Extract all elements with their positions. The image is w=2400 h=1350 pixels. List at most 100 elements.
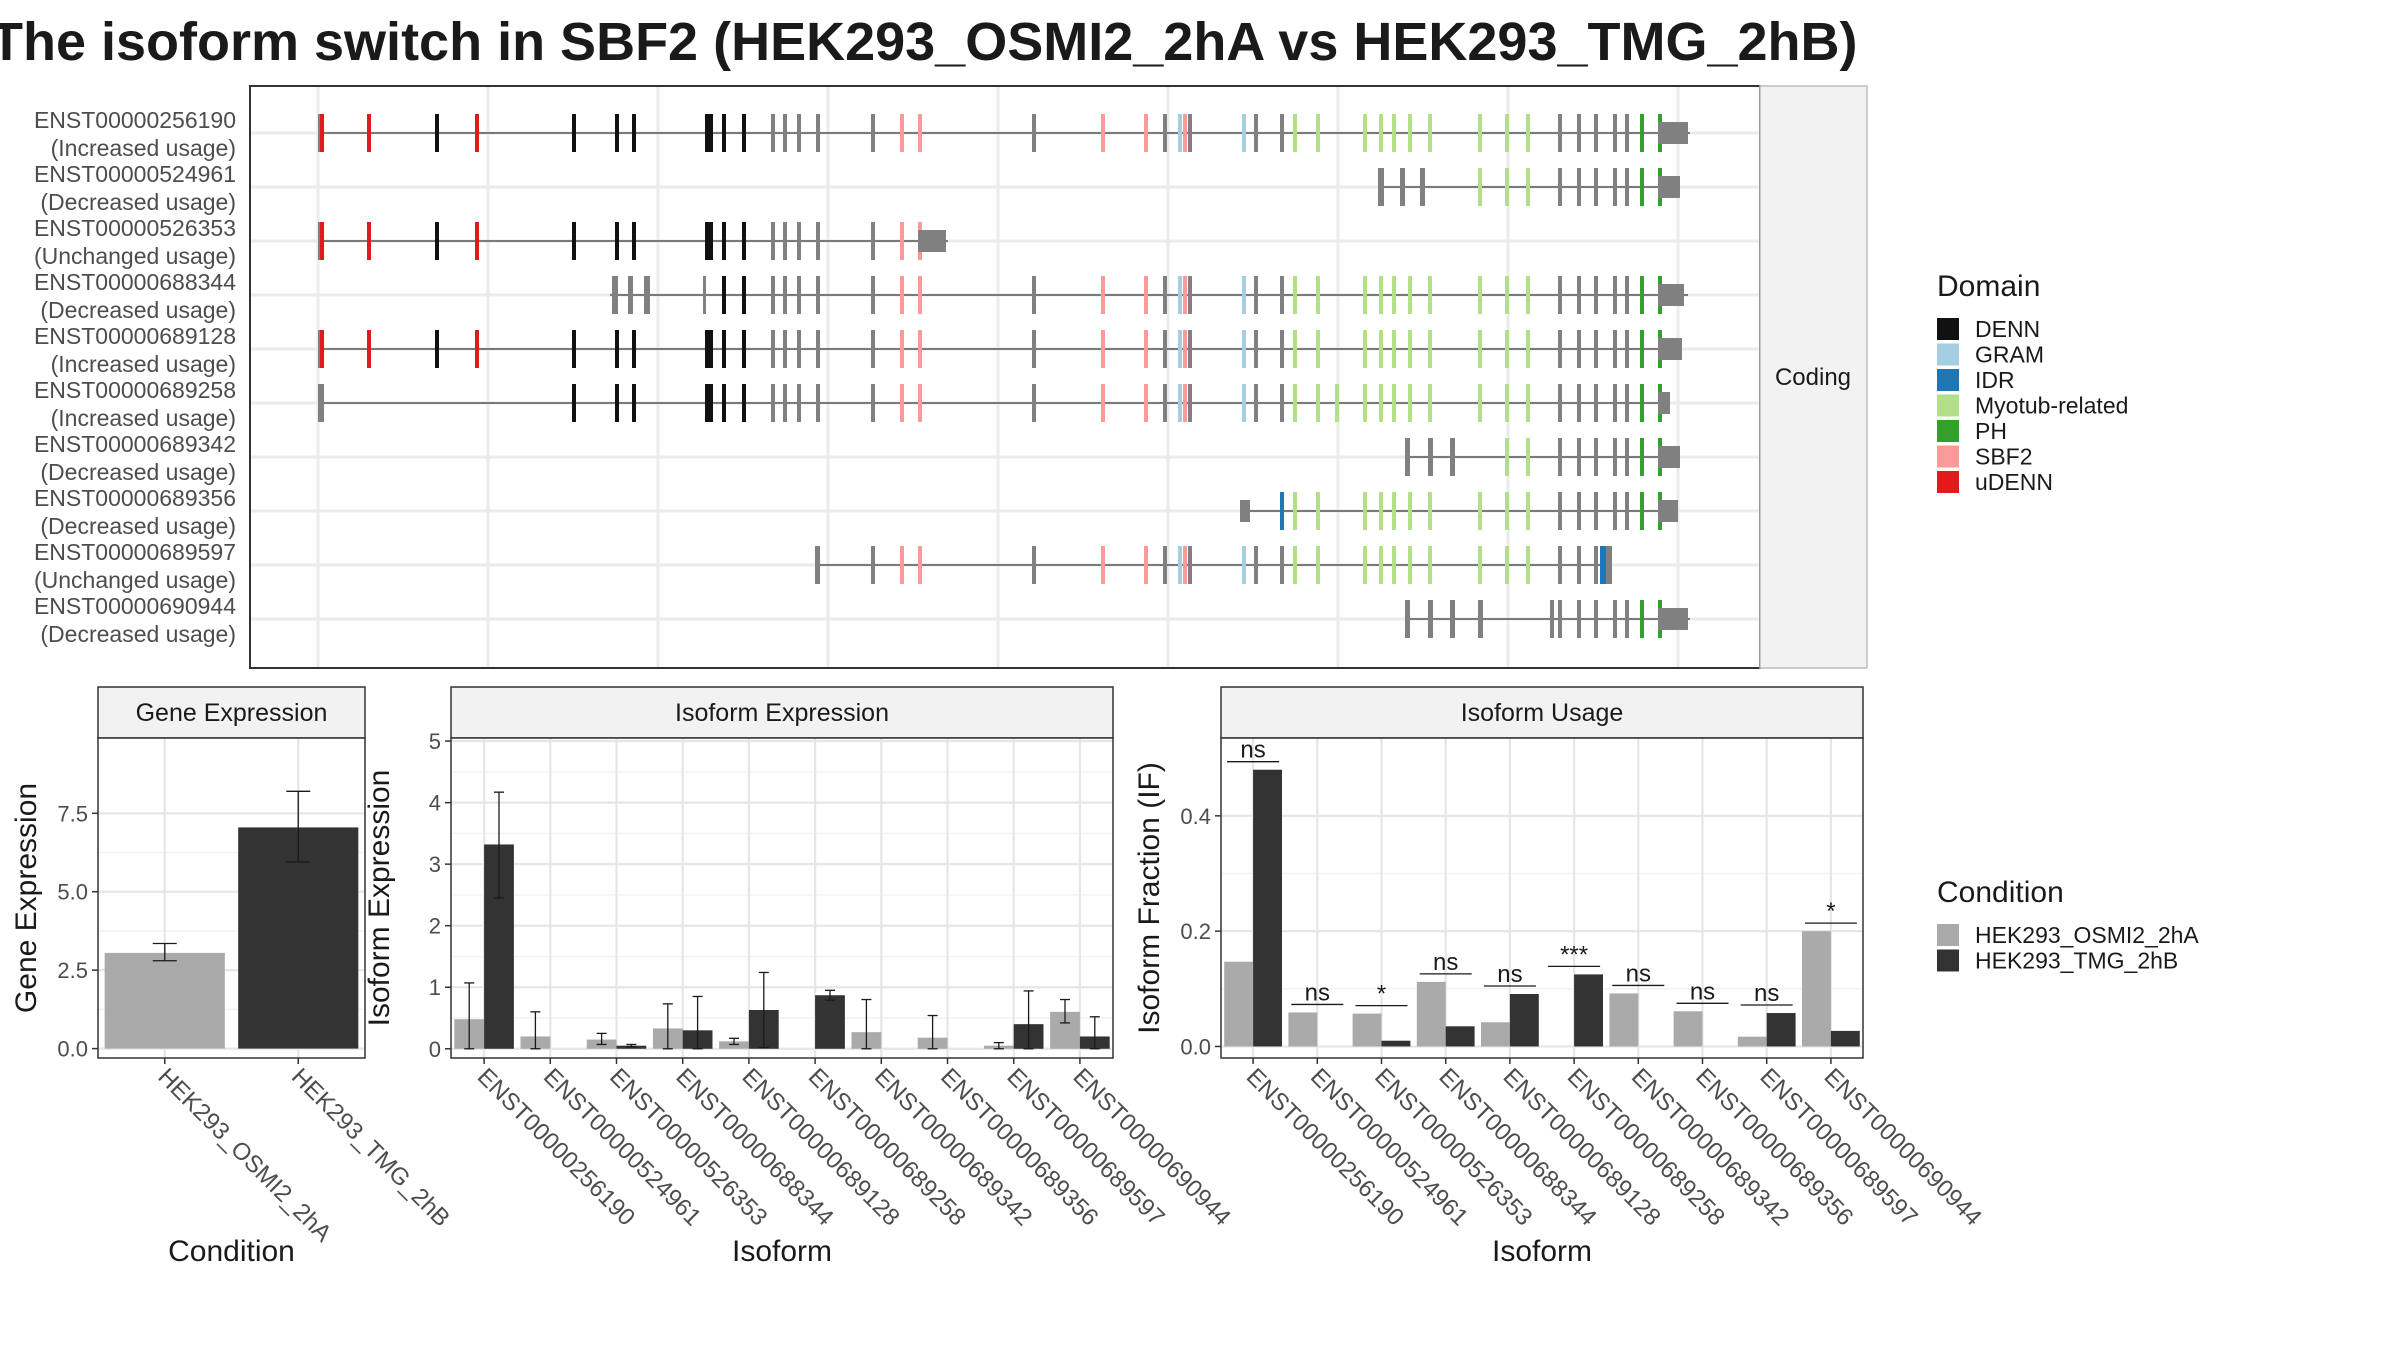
- exon-block: [1505, 168, 1509, 206]
- exon-block: [1640, 492, 1644, 530]
- exon-block: [705, 330, 709, 368]
- exon-block: [1505, 384, 1509, 422]
- domain-legend-key: [1937, 394, 1959, 417]
- exon-block: [475, 330, 479, 368]
- exon-block: [1625, 438, 1629, 476]
- exon-block: [1392, 276, 1396, 314]
- exon-block: [1183, 546, 1187, 584]
- exon-block: [703, 276, 706, 314]
- bar: [1416, 981, 1446, 1047]
- exon-block: [632, 114, 636, 152]
- bar: [1609, 993, 1639, 1047]
- exon-block: [1144, 330, 1148, 368]
- exon-block: [1577, 330, 1581, 368]
- exon-block: [1032, 114, 1036, 152]
- exon-block: [1405, 600, 1410, 638]
- bar: [1509, 994, 1539, 1047]
- panel-title: Isoform Usage: [1461, 699, 1624, 727]
- exon-block: [1032, 384, 1036, 422]
- exon-block: [1144, 276, 1148, 314]
- exon-block: [1144, 384, 1148, 422]
- exon-block: [1478, 384, 1482, 422]
- exon-block: [918, 546, 922, 584]
- exon-block: [1658, 338, 1682, 360]
- exon-block: [1280, 384, 1284, 422]
- exon-block: [1183, 114, 1187, 152]
- y-tick-label: 0: [429, 1037, 441, 1062]
- y-axis-title: Isoform Expression: [363, 770, 396, 1027]
- exon-block: [1658, 176, 1680, 198]
- y-tick-label: 5.0: [57, 880, 88, 905]
- exon-block: [1478, 546, 1482, 584]
- exon-block: [632, 222, 636, 260]
- y-tick-label: 5: [429, 729, 441, 754]
- panel-strip: [1220, 686, 1864, 739]
- exon-block: [1408, 276, 1412, 314]
- exon-block: [1254, 114, 1258, 152]
- exon-block: [918, 384, 922, 422]
- exon-block: [742, 384, 746, 422]
- isoform-usage-label: (Decreased usage): [40, 513, 236, 539]
- domain-legend-key: [1937, 343, 1959, 366]
- exon-block: [900, 222, 904, 260]
- exon-block: [1594, 330, 1598, 368]
- exon-block: [1254, 330, 1258, 368]
- exon-block: [709, 114, 713, 152]
- exon-block: [1558, 168, 1562, 206]
- isoform-id-label: ENST00000690944: [34, 593, 236, 619]
- structure-strip-label: Coding: [1775, 364, 1851, 391]
- exon-block: [797, 330, 801, 368]
- exon-block: [1558, 276, 1562, 314]
- exon-block: [572, 114, 576, 152]
- exon-block: [1594, 546, 1598, 584]
- bar: [1224, 961, 1254, 1047]
- exon-block: [1183, 276, 1187, 314]
- exon-block: [900, 546, 904, 584]
- isoform-id-label: ENST00000689128: [34, 323, 236, 349]
- bar: [1352, 1013, 1382, 1047]
- exon-block: [900, 114, 904, 152]
- exon-block: [1316, 492, 1320, 530]
- bar: [815, 995, 845, 1049]
- exon-block: [1478, 492, 1482, 530]
- exon-block: [615, 114, 619, 152]
- exon-block: [1178, 546, 1182, 584]
- bar: [104, 952, 225, 1049]
- exon-block: [1640, 600, 1644, 638]
- exon-block: [1101, 114, 1105, 152]
- exon-block: [1178, 276, 1182, 314]
- isoform-usage-label: (Increased usage): [51, 135, 236, 161]
- exon-block: [1163, 114, 1167, 152]
- exon-block: [320, 114, 324, 152]
- x-axis-title: Isoform: [1492, 1235, 1592, 1268]
- structure-panel-frame: [249, 85, 1761, 669]
- significance-label: ns: [1433, 949, 1458, 976]
- x-axis-title: Isoform: [732, 1235, 832, 1268]
- exon-block: [1594, 492, 1598, 530]
- exon-block: [722, 330, 726, 368]
- exon-block: [1363, 384, 1367, 422]
- y-tick-label: 0.0: [57, 1037, 88, 1062]
- isoform-usage-label: (Decreased usage): [40, 459, 236, 485]
- exon-block: [320, 384, 324, 422]
- exon-block: [1408, 114, 1412, 152]
- exon-block: [1613, 492, 1617, 530]
- exon-block: [1293, 384, 1297, 422]
- exon-block: [1526, 438, 1530, 476]
- y-tick-label: 2: [429, 914, 441, 939]
- exon-block: [871, 330, 875, 368]
- exon-block: [1316, 276, 1320, 314]
- exon-block: [1625, 114, 1629, 152]
- exon-block: [1428, 438, 1433, 476]
- panel-background: [451, 738, 1113, 1058]
- exon-block: [1392, 114, 1396, 152]
- significance-label: *: [1826, 898, 1835, 925]
- exon-block: [871, 276, 875, 314]
- exon-block: [1293, 276, 1297, 314]
- exon-block: [1558, 384, 1562, 422]
- exon-block: [1242, 276, 1246, 314]
- exon-block: [1254, 276, 1258, 314]
- exon-block: [1242, 546, 1246, 584]
